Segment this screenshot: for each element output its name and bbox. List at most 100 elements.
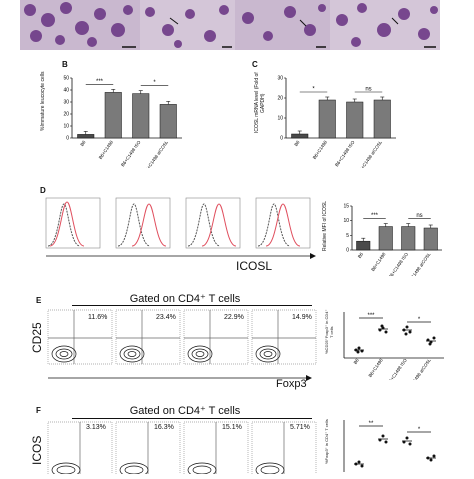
bar [346,101,364,139]
panel-e-sig-1: *** [367,313,375,319]
panel-d-chart: 0 5 10 15 B6 B6+C1498 B6+C1498 ISO B6+C1498 aIC… [338,196,448,286]
x-tick-label: B6 [293,139,301,147]
bar [401,226,416,251]
x-tick-label: B6+C1498 [370,251,387,272]
y-tick-label: 30 [277,76,283,82]
x-tick-label: B6 [79,139,87,147]
micrograph-3 [235,0,330,50]
panel-e-sig-2: * [418,317,421,323]
panel-b-svg: 0 10 20 30 40 50 B6 B6+C1498 B6+C1498 ISO B6+C149… [63,76,182,174]
sig-label: ns [416,213,422,219]
x-tick-label: B6+C1498 aICOSL [405,251,432,276]
panel-b-chart: 0 10 20 30 40 50 B6 B6+C1498 B6+C1498 ISO B6+C149… [58,68,188,174]
panel-e-arrow-svg [48,375,312,381]
y-tick-label: 0 [346,248,349,254]
panel-f-sig-1: ** [369,421,374,427]
panel-c-chart: 0 10 20 30 B6 B6+C1498 B6+C1498 ISO B6+C1498 aI… [272,68,402,174]
panel-f-gate-line [72,418,312,419]
panel-f-sig-2: * [418,427,421,433]
panel-f-percent-3: 15.1% [222,424,242,431]
panel-f-side-ylabel: %Foxp3⁺ in CD4⁺ T cells [324,419,329,465]
bar [159,104,177,139]
y-tick-label: 20 [63,112,69,118]
panel-e-percent-2: 23.4% [156,314,176,321]
panel-e-percent-4: 14.9% [292,314,312,321]
bar [132,93,150,139]
bar [373,99,391,139]
panel-c-ylabel: ICOSL mRNA level (Fold of GAPDH) [254,72,266,134]
bar [423,227,438,251]
x-tick-label: B6+C1498 aICOSL [357,139,384,168]
x-tick-label: B6+C1498 ISO [334,139,356,167]
panel-f-percent-4: 5.71% [290,424,310,431]
panel-b-ylabel: %Immature leucocyte cells [40,71,46,131]
x-tick-label: B6 [357,251,365,259]
panel-e-dot-svg: *** * [343,312,444,359]
panel-e-flow-plots [46,308,322,368]
y-tick-label: 50 [63,76,69,82]
panel-e-ylabel: CD25 [30,322,44,354]
panel-letter-e: E [36,296,42,305]
x-tick-label: B6+C1498 aICOSL [406,358,433,380]
bar [356,240,371,251]
panel-e-x-arrow [44,370,314,381]
y-tick-label: 15 [343,204,349,210]
x-tick-label: B6+C1498 ISO [388,251,410,276]
sig-label: *** [96,79,104,85]
y-tick-label: 0 [280,136,283,142]
x-tick-label: B6+C1498 [312,139,329,160]
x-tick-label: B6+C1498 [98,139,115,160]
y-tick-label: 10 [277,116,283,122]
panel-e-percent-3: 22.9% [224,314,244,321]
panel-d-histograms [40,194,316,262]
panel-f-dot-plot: ** * [338,416,448,474]
panel-letter-d: D [40,186,46,195]
y-tick-label: 40 [63,88,69,94]
panel-e-gate-title: Gated on CD4⁺ T cells [129,293,241,305]
panel-e-side-ylabel: %CD25⁺Foxp3⁺ in CD4⁺ T cells [324,309,334,355]
y-tick-label: 10 [343,218,349,224]
panel-e-percent-1: 11.6% [88,314,108,321]
histogram-1 [45,197,101,249]
sig-label: ns [365,87,371,93]
bar [378,226,393,251]
sig-label: * [312,87,315,93]
panel-f-percent-2: 16.3% [154,424,174,431]
panel-d-xlabel: ICOSL [236,259,273,273]
panel-e-dot-xlabels: B6 B6+C1498 B6+C1498 ISO B6+C1498 aICOSL [338,357,448,392]
y-tick-label: 30 [63,100,69,106]
y-tick-label: 10 [63,124,69,130]
x-tick-label: B6+C1498 ISO [120,139,142,167]
sig-label: * [153,80,156,86]
panel-letter-c: C [252,60,258,69]
panel-f-dot-svg: ** * [343,420,436,472]
y-tick-label: 5 [346,233,349,239]
bar [318,99,336,139]
y-tick-label: 20 [277,96,283,102]
x-tick-label: B6+C1498 [367,358,384,378]
y-tick-label: 0 [66,136,69,142]
panel-f-percent-1: 3.13% [86,424,106,431]
sig-label: *** [371,213,379,219]
panel-c-svg: 0 10 20 30 B6 B6+C1498 B6+C1498 ISO B6+C1498 aI… [277,76,396,174]
panel-letter-b: B [62,60,68,69]
micrograph-images [20,0,440,50]
micrograph-strip [0,0,474,52]
x-tick-label: B6 [353,358,361,365]
panel-e-xlabel: Foxp3 [276,378,307,390]
x-tick-label: B6+C1498 aICOSL [143,139,170,168]
micrograph-2 [140,0,235,50]
histogram-overlays [45,197,316,259]
panel-f-gate-title: Gated on CD4⁺ T cells [129,405,241,417]
x-tick-label: B6+C1498 ISO [386,358,408,380]
bar [104,92,122,139]
histogram-4 [255,197,311,249]
bar [77,134,95,139]
histogram-3 [185,197,241,249]
panel-e-dot-plot: *** * [338,308,448,380]
panel-e-gate-line [72,305,312,306]
panel-e-contours [47,309,317,365]
panel-letter-f: F [36,406,41,415]
bar [291,133,309,139]
